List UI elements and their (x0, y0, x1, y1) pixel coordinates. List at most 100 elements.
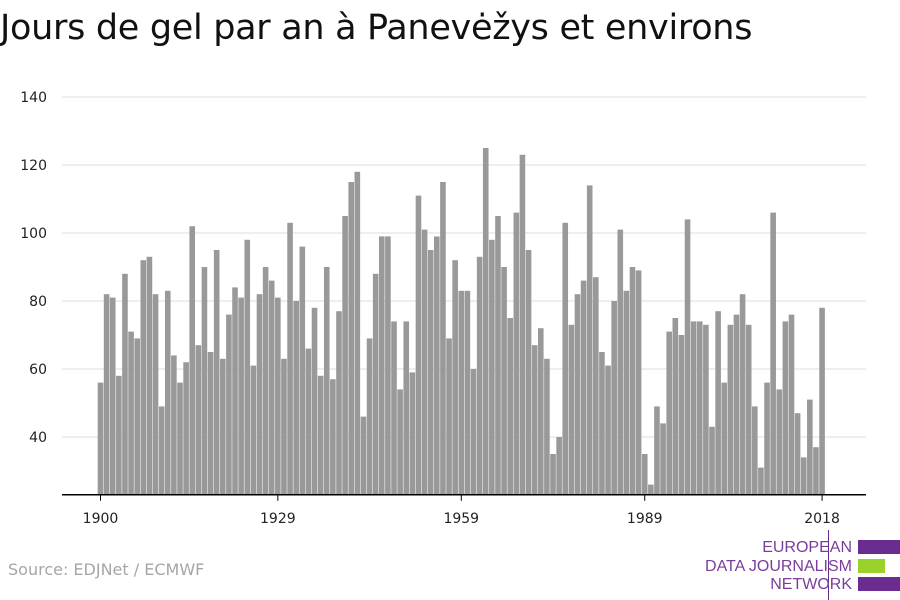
bar-2014 (794, 413, 801, 495)
bar-1970 (525, 250, 532, 495)
bar-1928 (268, 280, 275, 495)
bar-1914 (183, 362, 189, 495)
bar-1923 (238, 297, 244, 495)
y-tick-label: 120 (20, 158, 47, 174)
bar-1927 (262, 267, 269, 495)
bar-1944 (366, 338, 373, 495)
y-tick-label: 40 (29, 430, 47, 446)
bar-1932 (293, 301, 299, 495)
edjnet-logo: EUROPEAN DATA JOURNALISM NETWORK (705, 530, 900, 600)
bar-1973 (544, 358, 550, 495)
bar-1991 (654, 406, 660, 495)
bar-1931 (287, 222, 293, 495)
bar-1909 (152, 294, 159, 495)
bar-1983 (605, 365, 611, 495)
bar-1916 (195, 345, 202, 495)
bar-1905 (128, 331, 134, 495)
bar-1984 (611, 301, 617, 495)
bar-2017 (813, 447, 819, 495)
bar-1963 (482, 148, 489, 495)
bar-2018 (819, 307, 825, 495)
bar-1911 (164, 290, 171, 495)
bar-1939 (336, 311, 342, 495)
bar-2008 (758, 467, 764, 495)
bar-1990 (648, 484, 654, 495)
bar-1960 (464, 290, 471, 495)
bar-1943 (360, 416, 367, 495)
bar-1985 (617, 229, 624, 495)
bar-1988 (635, 270, 642, 495)
bar-1906 (134, 338, 140, 495)
bar-1986 (623, 290, 630, 495)
bar-2013 (788, 314, 795, 495)
logo-divider (828, 530, 829, 600)
bar-1995 (678, 335, 685, 495)
bar-1978 (574, 294, 581, 495)
bar-1961 (470, 369, 477, 495)
bar-1921 (226, 314, 232, 495)
bar-1968 (513, 212, 520, 495)
logo-bar-purple-top (858, 540, 900, 554)
bar-1926 (256, 294, 263, 495)
bar-2009 (764, 382, 770, 495)
bar-1967 (507, 318, 514, 495)
bar-1994 (672, 318, 679, 495)
bar-1935 (311, 307, 318, 495)
bar-1979 (580, 280, 587, 495)
bar-1958 (452, 260, 458, 495)
bar-1977 (568, 324, 575, 495)
bars (97, 148, 825, 495)
logo-bar-purple-bottom (858, 577, 900, 591)
bar-1937 (323, 267, 330, 495)
bar-2001 (715, 311, 721, 495)
bar-1938 (330, 379, 336, 495)
bar-1981 (593, 277, 599, 495)
bar-1989 (641, 454, 648, 495)
bar-1912 (171, 355, 177, 495)
bar-1962 (476, 256, 483, 495)
bar-1966 (501, 267, 507, 495)
bar-2002 (721, 382, 728, 495)
bar-2012 (782, 321, 789, 495)
x-tick-label: 1900 (83, 511, 119, 527)
y-tick-label: 80 (29, 294, 47, 310)
bar-1918 (207, 352, 214, 495)
bar-2007 (752, 406, 758, 495)
bar-1946 (378, 236, 385, 495)
bar-2010 (770, 212, 776, 495)
bar-1993 (666, 331, 672, 495)
bar-1947 (385, 236, 391, 495)
bar-1919 (213, 250, 220, 495)
logo-text-data-journalism: DATA JOURNALISM (705, 558, 852, 575)
bar-1925 (250, 365, 257, 495)
bar-1902 (109, 297, 116, 495)
bar-1976 (562, 222, 569, 495)
y-tick-label: 100 (20, 226, 47, 242)
bar-1903 (116, 375, 122, 495)
bar-1929 (275, 297, 281, 495)
bar-1999 (703, 324, 709, 495)
bar-1965 (495, 216, 501, 495)
bar-1907 (140, 260, 147, 495)
bar-1904 (122, 273, 128, 495)
bar-1959 (458, 290, 465, 495)
bar-1957 (446, 338, 452, 495)
bar-1982 (599, 352, 605, 495)
bar-2003 (727, 324, 734, 495)
bar-1971 (531, 345, 538, 495)
source-note: Source: EDJNet / ECMWF (8, 560, 205, 579)
bar-1901 (103, 294, 110, 495)
bar-2015 (800, 457, 807, 495)
x-tick-label: 1929 (260, 511, 296, 527)
bar-1951 (409, 372, 416, 495)
bar-1964 (489, 239, 495, 495)
x-tick-label: 2018 (804, 511, 840, 527)
bar-1987 (629, 267, 636, 495)
bar-1950 (403, 321, 410, 495)
x-tick-label: 1959 (443, 511, 479, 527)
y-axis-ticks: 40 60 80 100 120 140 (20, 90, 47, 446)
bar-1915 (189, 226, 196, 495)
bar-2006 (745, 324, 752, 495)
bar-2011 (776, 389, 783, 495)
